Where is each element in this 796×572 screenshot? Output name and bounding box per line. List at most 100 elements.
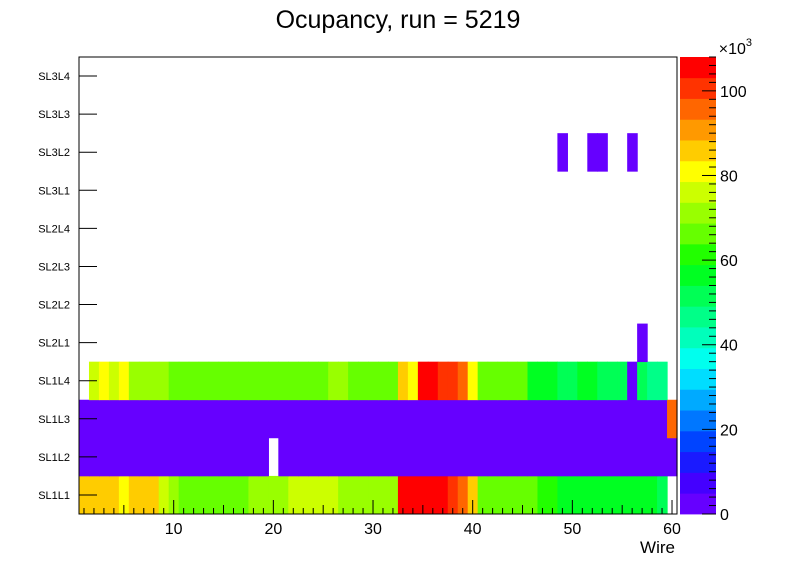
heatmap-cell: [148, 361, 160, 401]
heatmap-cell: [148, 399, 160, 439]
heatmap-cell: [527, 437, 539, 477]
heatmap-cell: [318, 475, 329, 515]
y-category-label: SL2L4: [38, 223, 70, 235]
heatmap-cell: [617, 475, 628, 515]
heatmap-cell: [318, 361, 329, 401]
heatmap-cell: [378, 437, 389, 477]
heatmap-cell: [178, 437, 190, 477]
heatmap-cell: [457, 399, 469, 439]
x-tick-label: 30: [364, 521, 382, 538]
heatmap-cell: [138, 475, 150, 515]
heatmap-cell: [238, 399, 250, 439]
y-axis: SL1L1 SL1L2 SL1L3 SL1L4 SL2L1 SL2L2 SL2L3 SL2L4…: [38, 71, 97, 502]
heatmap-cell: [288, 475, 299, 515]
heatmap-cell: [158, 361, 170, 401]
heatmap-cell: [607, 437, 618, 477]
heatmap-cell: [358, 361, 369, 401]
heatmap-cell: [477, 399, 489, 439]
heatmap-cell: [587, 437, 598, 477]
heatmap-cell: [537, 361, 549, 401]
heatmap-cell: [238, 437, 250, 477]
color-scale-tick-label: 60: [720, 253, 738, 270]
heatmap-cell: [218, 475, 230, 515]
heatmap-cell: [298, 437, 309, 477]
x-tick-label: 50: [563, 521, 581, 538]
heatmap-cell: [178, 475, 190, 515]
y-category-label: SL2L3: [38, 261, 70, 273]
heatmap-cell: [617, 399, 628, 439]
heatmap-cell: [557, 437, 568, 477]
heatmap-cell: [318, 399, 329, 439]
color-scale-segment: [680, 98, 716, 120]
heatmap-cell: [278, 361, 289, 401]
heatmap-cell: [188, 475, 200, 515]
color-scale-segment: [680, 347, 716, 369]
heatmap-cell: [208, 399, 220, 439]
x-axis: 10 20 30 40 50 60: [83, 500, 681, 538]
heatmap-cell: [288, 399, 299, 439]
heatmap-cell: [258, 475, 269, 515]
heatmap-cell: [537, 475, 549, 515]
heatmap-cell: [248, 475, 259, 515]
heatmap-cell: [158, 475, 170, 515]
heatmap-cell: [467, 361, 479, 401]
color-scale-multiplier-exponent: 3: [746, 37, 752, 49]
heatmap-cell: [427, 437, 439, 477]
color-scale-segment: [680, 410, 716, 432]
color-scale-segment: [680, 430, 716, 453]
heatmap-cell: [387, 437, 399, 477]
heatmap-cell: [118, 399, 130, 439]
heatmap-cell: [507, 475, 519, 515]
heatmap-cell: [527, 475, 539, 515]
heatmap-cell: [268, 399, 279, 439]
heatmap-cell: [577, 437, 588, 477]
heatmap-cell: [447, 437, 459, 477]
heatmap-cell: [248, 399, 259, 439]
heatmap-cell: [298, 361, 309, 401]
heatmap-cell: [188, 437, 200, 477]
heatmap-cell: [437, 399, 449, 439]
heatmap-cell: [427, 399, 439, 439]
heatmap-cell: [467, 437, 479, 477]
color-scale-tick-label: 20: [720, 422, 738, 439]
heatmap-cell: [457, 361, 469, 401]
heatmap-cell: [577, 361, 588, 401]
heatmap-cell: [338, 399, 349, 439]
color-scale-segment: [680, 368, 716, 390]
heatmap-cell: [258, 399, 269, 439]
heatmap-cell: [98, 437, 110, 477]
heatmap-cell: [368, 475, 379, 515]
heatmap-cell: [607, 361, 618, 401]
heatmap-cell: [637, 475, 648, 515]
heatmap-cell: [108, 399, 120, 439]
heatmap-cell: [198, 361, 210, 401]
heatmap-cell: [108, 361, 120, 401]
heatmap-cell: [507, 361, 519, 401]
heatmap-cell: [258, 361, 269, 401]
heatmap-cell: [208, 437, 220, 477]
heatmap-cell: [158, 437, 170, 477]
heatmap-cell: [417, 361, 429, 401]
heatmap-cell: [667, 399, 678, 439]
heatmap-cell: [577, 399, 588, 439]
heatmap-cell: [128, 437, 140, 477]
heatmap-cell: [637, 399, 648, 439]
color-scale-segment: [680, 327, 716, 349]
heatmap-cell: [188, 399, 200, 439]
heatmap-cell: [118, 475, 130, 515]
heatmap-cell: [108, 475, 120, 515]
heatmap-cell: [507, 399, 519, 439]
heatmap-cell: [467, 399, 479, 439]
heatmap-cell: [278, 399, 289, 439]
heatmap-cell: [98, 399, 110, 439]
heatmap-cell: [447, 399, 459, 439]
heatmap-cell: [148, 437, 160, 477]
heatmap-cell: [537, 399, 549, 439]
heatmap-cell: [108, 437, 120, 477]
heatmap-cell: [667, 437, 678, 477]
heatmap-cell: [647, 475, 658, 515]
heatmap-cell: [547, 399, 558, 439]
heatmap-cell: [577, 475, 588, 515]
heatmap-cell: [487, 437, 499, 477]
heatmap-cell: [278, 437, 289, 477]
